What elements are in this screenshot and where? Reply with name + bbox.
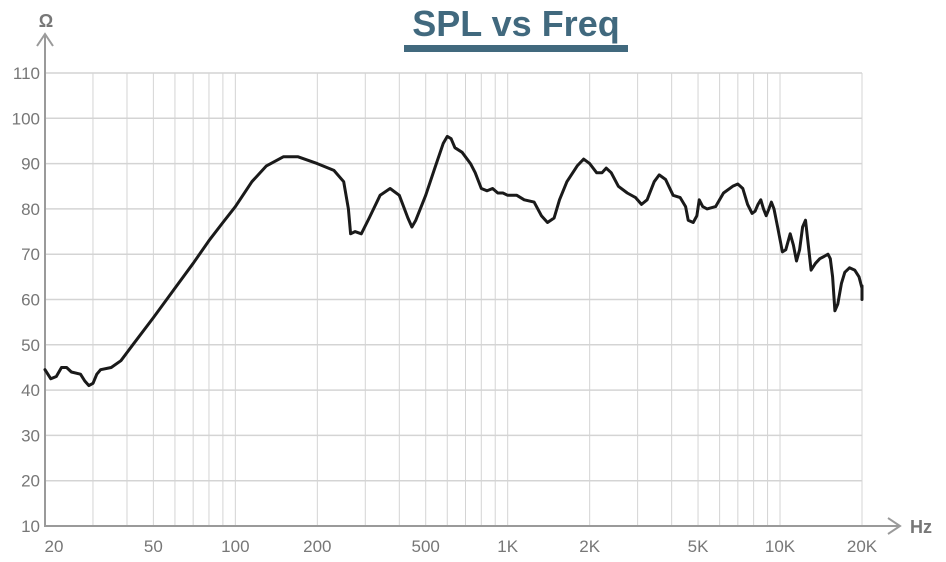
y-tick-label: 100 (12, 109, 40, 128)
title-underline (404, 45, 628, 52)
y-tick-label: 70 (21, 245, 40, 264)
y-tick-label: 50 (21, 336, 40, 355)
x-tick-label: 100 (221, 537, 249, 556)
x-axis-unit-label: Hz (910, 517, 932, 537)
y-tick-label: 30 (21, 426, 40, 445)
x-tick-label: 1K (497, 537, 518, 556)
x-tick-label: 20 (45, 537, 64, 556)
chart-title: SPL vs Freq (412, 3, 619, 44)
x-tick-label: 2K (579, 537, 600, 556)
y-tick-label: 110 (13, 64, 40, 83)
x-tick-label: 20K (847, 537, 878, 556)
y-tick-label: 20 (21, 472, 40, 491)
y-tick-label: 60 (21, 291, 40, 310)
x-axis-arrow (887, 517, 902, 535)
y-tick-label: 10 (21, 517, 40, 536)
y-tick-label: 80 (21, 200, 40, 219)
y-axis: Ω (36, 11, 54, 527)
x-tick-label: 5K (688, 537, 709, 556)
x-axis: Hz (45, 517, 932, 537)
x-tick-label: 500 (412, 537, 440, 556)
spl-curve (43, 134, 864, 388)
y-tick-label: 40 (21, 381, 40, 400)
x-tick-label: 200 (303, 537, 331, 556)
x-tick-label: 50 (144, 537, 163, 556)
y-tick-label: 90 (21, 155, 40, 174)
y-axis-arrow (36, 32, 54, 47)
x-axis-tick-labels: 20 50 100 200 500 1K 2K 5K 10K 20K (45, 537, 878, 556)
y-axis-unit-label: Ω (39, 11, 53, 31)
y-axis-tick-labels: 10 20 30 40 50 60 70 80 90 100 110 (12, 64, 40, 536)
x-tick-label: 10K (765, 537, 796, 556)
